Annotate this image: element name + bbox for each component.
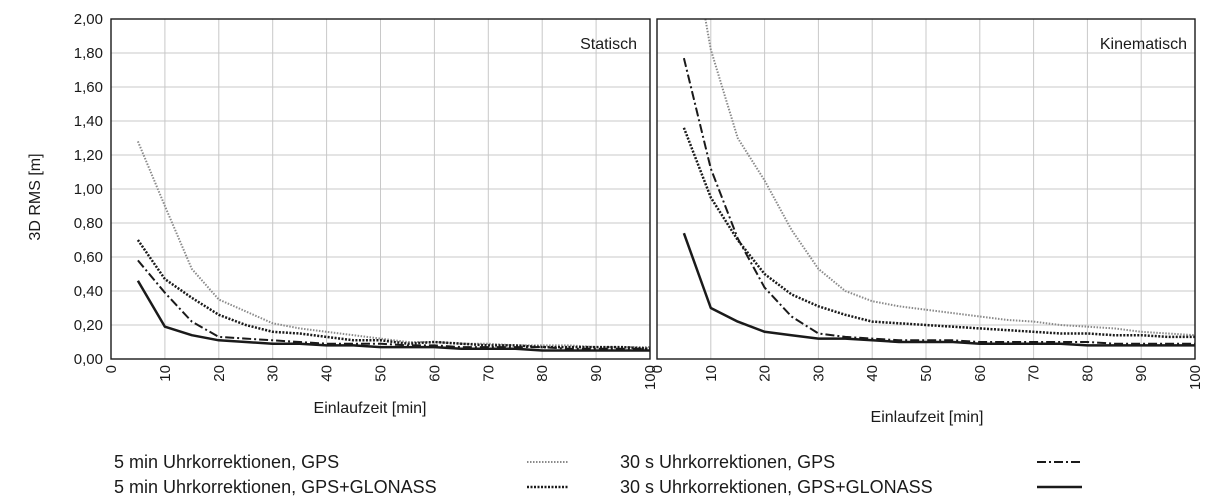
x-tick-label: 30: [810, 365, 827, 382]
y-tick-label: 0,40: [74, 283, 103, 300]
x-axis-label-right: Einlaufzeit [min]: [871, 409, 984, 426]
x-tick-label: 90: [1133, 365, 1150, 382]
y-tick-label: 1,60: [74, 79, 103, 96]
x-axis-label-left: Einlaufzeit [min]: [314, 400, 427, 417]
legend-label-2: 5 min Uhrkorrektionen, GPS+GLONASS: [114, 477, 437, 497]
x-tick-label: 40: [864, 365, 881, 382]
legend-label-4: 30 s Uhrkorrektionen, GPS+GLONASS: [620, 477, 933, 497]
y-tick-label: 1,20: [74, 147, 103, 164]
x-tick-label: 20: [211, 365, 228, 382]
y-tick-label: 1,80: [74, 45, 103, 62]
x-tick-label: 0: [649, 365, 666, 373]
x-tick-label: 80: [1079, 365, 1096, 382]
series-line-2: [136, 239, 650, 351]
plot-frame: [110, 18, 651, 360]
x-tick-label: 20: [757, 365, 774, 382]
series-line-3: [682, 57, 1195, 345]
y-tick-label: 1,00: [74, 181, 103, 198]
panel-0-series: [136, 141, 650, 352]
series-layer: [136, 19, 1195, 352]
y-tick-label: 0,80: [74, 215, 103, 232]
x-tick-label: 40: [319, 365, 336, 382]
legend: 5 min Uhrkorrektionen, GPS 5 min Uhrkorr…: [114, 452, 1082, 497]
panel-label-kinematisch: Kinematisch: [1100, 36, 1187, 53]
panel-label-statisch: Statisch: [580, 36, 637, 53]
x-tick-label: 100: [1187, 365, 1204, 390]
x-tick-label: 70: [480, 365, 497, 382]
x-tick-label: 70: [1026, 365, 1043, 382]
x-tick-label: 100: [642, 365, 659, 390]
y-tick-label: 1,40: [74, 113, 103, 130]
legend-label-1: 5 min Uhrkorrektionen, GPS: [114, 452, 339, 472]
x-tick-label: 10: [157, 365, 174, 382]
x-tick-label: 60: [972, 365, 989, 382]
x-tick-label: 60: [426, 365, 443, 382]
tick-label-layer: 0 10 20 30 40 50 60 70 80 90 1000,000,200,400,600,…: [74, 11, 1204, 390]
series-line-2: [682, 127, 1195, 339]
x-tick-label: 0: [103, 365, 120, 373]
y-tick-label: 0,00: [74, 351, 103, 368]
plot-frame: [656, 18, 1196, 360]
x-tick-label: 30: [265, 365, 282, 382]
legend-label-3: 30 s Uhrkorrektionen, GPS: [620, 452, 835, 472]
series-line-4: [136, 280, 650, 352]
x-tick-label: 50: [373, 365, 390, 382]
series-line-1: [704, 19, 1195, 337]
x-tick-label: 10: [703, 365, 720, 382]
y-axis-label: 3D RMS [m]: [27, 153, 44, 240]
x-tick-label: 50: [918, 365, 935, 382]
x-tick-label: 80: [534, 365, 551, 382]
frame-layer: [110, 18, 1196, 360]
series-line-3: [137, 259, 650, 350]
y-tick-label: 0,20: [74, 317, 103, 334]
panel-1-series: [682, 19, 1195, 347]
series-line-4: [682, 232, 1195, 347]
y-tick-label: 2,00: [74, 11, 103, 28]
grid-layer: [110, 18, 1196, 360]
x-tick-label: 90: [588, 365, 605, 382]
y-tick-label: 0,60: [74, 249, 103, 266]
series-line-1: [136, 141, 650, 349]
